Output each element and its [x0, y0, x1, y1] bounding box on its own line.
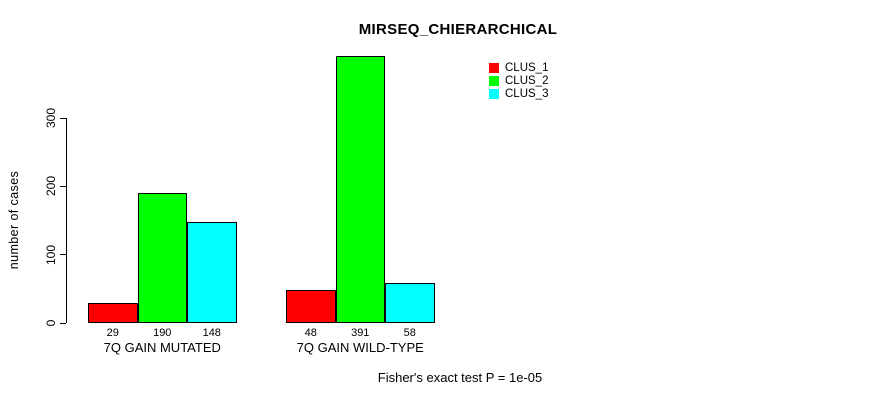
y-tick-label: 200: [44, 176, 58, 197]
legend-item-clus_1: CLUS_1: [489, 61, 548, 74]
y-tick-label: 0: [44, 319, 58, 327]
bar-clus_3-group2: [385, 283, 435, 323]
y-axis-line: [66, 118, 67, 323]
y-tick-label: 300: [44, 107, 58, 129]
bar-value-label: 29: [106, 327, 119, 339]
category-label: 7Q GAIN MUTATED: [103, 340, 221, 355]
bar-clus_2-group2: [335, 55, 385, 323]
legend-label: CLUS_3: [505, 87, 549, 100]
bar-value-label: 48: [304, 327, 317, 339]
legend-item-clus_3: CLUS_3: [489, 87, 548, 100]
y-tick-mark: [60, 185, 66, 187]
legend-swatch-icon: [489, 88, 499, 99]
bar-clus_1-group1: [88, 303, 138, 323]
y-tick-mark: [60, 254, 66, 256]
legend-swatch-icon: [489, 75, 499, 86]
bar-value-label: 148: [202, 327, 221, 339]
y-tick-label: 100: [44, 244, 58, 265]
bar-value-label: 190: [153, 327, 172, 339]
legend-label: CLUS_1: [505, 61, 549, 74]
category-label: 7Q GAIN WILD-TYPE: [296, 340, 424, 355]
bar-clus_1-group2: [286, 290, 336, 323]
y-tick-mark: [60, 117, 66, 119]
y-tick-mark: [60, 322, 66, 324]
legend-label: CLUS_2: [505, 74, 549, 87]
y-axis-label: number of cases: [7, 170, 21, 270]
bar-clus_2-group1: [137, 193, 187, 323]
bar-value-label: 391: [351, 327, 370, 339]
bar-clus_3-group1: [187, 221, 237, 323]
legend-swatch-icon: [489, 62, 499, 73]
chart-title: MIRSEQ_CHIERARCHICAL: [358, 21, 558, 38]
legend-item-clus_2: CLUS_2: [489, 74, 548, 87]
legend: CLUS_1 CLUS_2 CLUS_3: [489, 61, 548, 100]
bar-value-label: 58: [403, 327, 416, 339]
annotation-text: Fisher's exact test P = 1e-05: [377, 370, 543, 385]
